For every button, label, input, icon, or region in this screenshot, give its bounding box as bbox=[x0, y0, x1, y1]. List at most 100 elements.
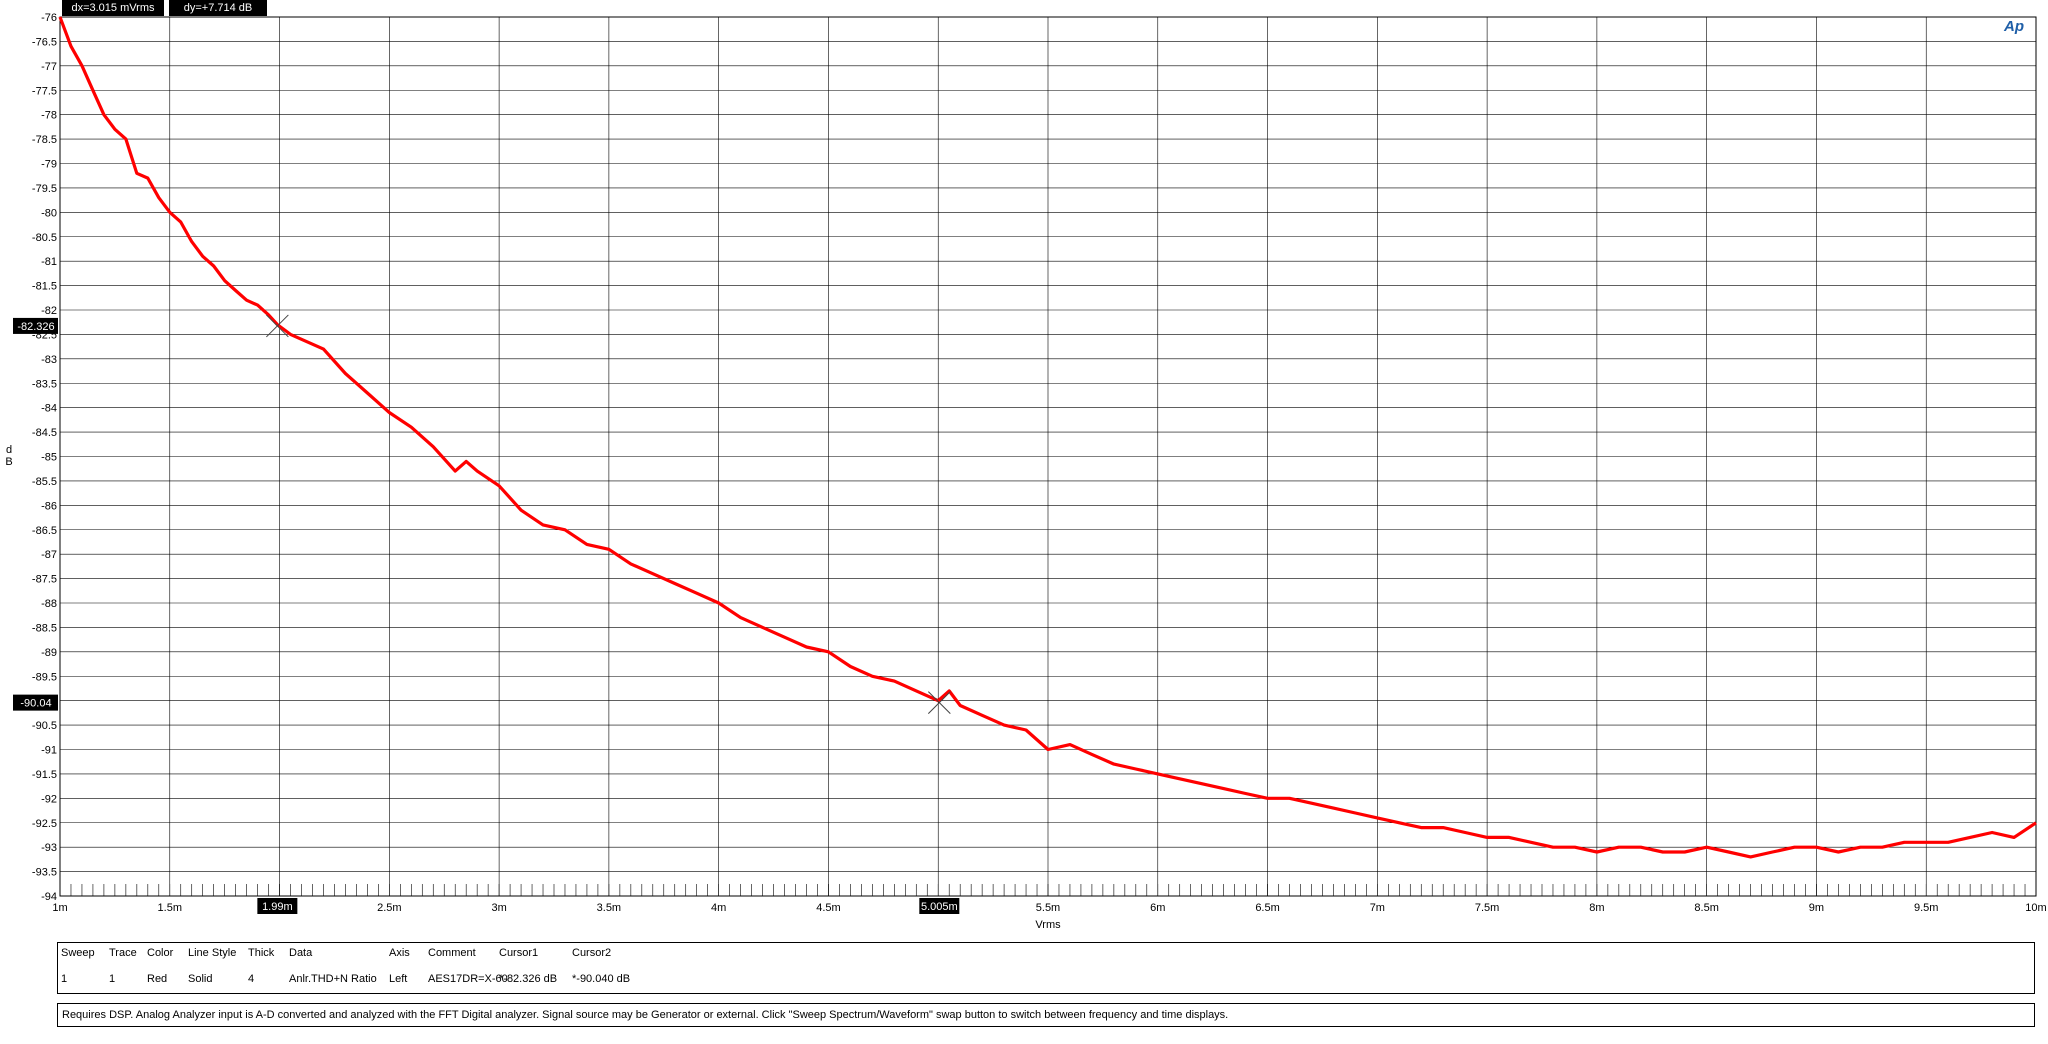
cursor1-y-readout-box bbox=[13, 317, 58, 334]
legend-cell-sweep: 1 bbox=[61, 973, 68, 985]
x-tick-label: 4.5m bbox=[816, 902, 840, 914]
y-tick-label: -85.5 bbox=[32, 476, 57, 488]
y-tick-label: -82 bbox=[41, 305, 57, 317]
y-tick-label: -90.5 bbox=[32, 720, 57, 732]
y-tick-label: -84.5 bbox=[32, 427, 57, 439]
legend-header-line-style: Line Style bbox=[188, 947, 237, 959]
x-tick-label: 1.5m bbox=[158, 902, 182, 914]
legend-cell-line-style: Solid bbox=[188, 973, 213, 985]
legend-cell-comment: AES17DR=X-60 bbox=[428, 973, 508, 985]
cursor1-marker bbox=[266, 314, 289, 338]
y-tick-label: -83.5 bbox=[32, 378, 57, 390]
y-tick-label: -94 bbox=[41, 891, 57, 903]
y-tick-label: -83 bbox=[41, 354, 57, 366]
legend-cell-data: Anlr.THD+N Ratio bbox=[289, 973, 377, 985]
x-tick-label: 6m bbox=[1150, 902, 1165, 914]
y-tick-label: -79.5 bbox=[32, 183, 57, 195]
cursor1-x-readout: 1.99m bbox=[262, 901, 293, 913]
y-tick-label: -77 bbox=[41, 61, 57, 73]
cursor1-x-readout-box bbox=[257, 898, 298, 914]
y-tick-label: -87.5 bbox=[32, 574, 57, 586]
y-tick-label: -87 bbox=[41, 549, 57, 561]
y-tick-label: -86 bbox=[41, 500, 57, 512]
y-tick-label: -91.5 bbox=[32, 769, 57, 781]
y-tick-label: -84 bbox=[41, 403, 57, 415]
cursor2-x-readout-box bbox=[919, 898, 960, 914]
x-tick-label: 2.5m bbox=[377, 902, 401, 914]
note-bar: Requires DSP. Analog Analyzer input is A… bbox=[57, 1003, 2035, 1027]
x-axis-label: Vrms bbox=[1035, 919, 1061, 931]
legend-cell-color: Red bbox=[147, 973, 168, 985]
legend-header-color: Color bbox=[147, 947, 174, 959]
cursor2-x-readout: 5.005m bbox=[921, 901, 958, 913]
legend-header-cursor1: Cursor1 bbox=[499, 947, 539, 959]
ap-logo-icon[interactable]: Ap bbox=[2004, 18, 2024, 35]
plot-frame bbox=[59, 16, 2037, 897]
y-tick-label: -76.5 bbox=[32, 36, 57, 48]
y-tick-label: -93.5 bbox=[32, 867, 57, 879]
y-tick-label: -89.5 bbox=[32, 671, 57, 683]
legend-header-trace: Trace bbox=[109, 947, 137, 959]
dx-readout: dx=3.015 mVrms bbox=[62, 0, 164, 16]
legend-header-thick: Thick bbox=[248, 947, 275, 959]
y-tick-label: -93 bbox=[41, 842, 57, 854]
y-tick-labels: -76 -76.5 -77 -77.5 -78 -78.5 -79 -79.5 -80 -80.5… bbox=[32, 12, 57, 903]
grid-lines bbox=[59, 16, 2037, 897]
series-line bbox=[58, 16, 2037, 859]
y-tick-label: -89 bbox=[41, 647, 57, 659]
x-tick-label: 8.5m bbox=[1694, 902, 1718, 914]
cursor-layer: -82.326 1.99m -90.04 5.005m bbox=[13, 314, 960, 914]
cursor2-y-readout: -90.04 bbox=[20, 698, 51, 710]
x-tick-label: 1m bbox=[52, 902, 67, 914]
x-tick-label: 7m bbox=[1370, 902, 1385, 914]
legend-cell-axis: Left bbox=[389, 973, 408, 985]
cursor1-y-readout: -82.326 bbox=[17, 321, 54, 333]
x-tick-label: 8m bbox=[1589, 902, 1604, 914]
legend-table: Sweep Trace Color Line Style Thick Data … bbox=[57, 942, 2035, 994]
x-tick-label: 6.5m bbox=[1255, 902, 1279, 914]
y-tick-label: -91 bbox=[41, 745, 57, 757]
cursor2-marker bbox=[927, 691, 951, 714]
legend-row[interactable]: 1 1 Red Solid 4 Anlr.THD+N Ratio Left AE… bbox=[58, 969, 2034, 989]
y-tick-label: -92 bbox=[41, 793, 57, 805]
y-tick-label: -79 bbox=[41, 159, 57, 171]
legend-header-sweep: Sweep bbox=[61, 947, 95, 959]
y-tick-label: -86.5 bbox=[32, 525, 57, 537]
cursor2-y-readout-box bbox=[13, 694, 58, 711]
y-tick-label: -78.5 bbox=[32, 134, 57, 146]
y-tick-label: -77.5 bbox=[32, 85, 57, 97]
legend-header-axis: Axis bbox=[389, 947, 410, 959]
y-tick-label: -81 bbox=[41, 256, 57, 268]
y-tick-label: -85 bbox=[41, 452, 57, 464]
y-tick-label: -92.5 bbox=[32, 818, 57, 830]
y-tick-label: -88.5 bbox=[32, 622, 57, 634]
x-tick-label: 3m bbox=[491, 902, 506, 914]
legend-cell-cursor1: *-82.326 dB bbox=[499, 973, 558, 985]
x-tick-label: 3.5m bbox=[597, 902, 621, 914]
x-tick-label: 10m bbox=[2025, 902, 2046, 914]
y-tick-label: -81.5 bbox=[32, 281, 57, 293]
y-tick-label: -80 bbox=[41, 207, 57, 219]
legend-header-comment: Comment bbox=[428, 947, 476, 959]
y-tick-label: -76 bbox=[41, 12, 57, 24]
x-tick-label: 7.5m bbox=[1475, 902, 1499, 914]
minor-tick-marks bbox=[59, 884, 2037, 896]
x-tick-label: 9.5m bbox=[1914, 902, 1938, 914]
legend-cell-thick: 4 bbox=[248, 973, 255, 985]
legend-cell-cursor2: *-90.040 dB bbox=[572, 973, 631, 985]
dy-readout: dy=+7.714 dB bbox=[169, 0, 267, 16]
y-tick-label: -80.5 bbox=[32, 232, 57, 244]
x-tick-label: 4m bbox=[711, 902, 726, 914]
y-tick-label: -88 bbox=[41, 598, 57, 610]
legend-header-row: Sweep Trace Color Line Style Thick Data … bbox=[58, 943, 2034, 963]
series-layer bbox=[58, 16, 2037, 859]
legend-header-data: Data bbox=[289, 947, 313, 959]
x-tick-label: 5.5m bbox=[1036, 902, 1060, 914]
legend-header-cursor2: Cursor2 bbox=[572, 947, 612, 959]
legend-cell-trace: 1 bbox=[109, 973, 116, 985]
x-tick-label: 9m bbox=[1809, 902, 1824, 914]
y-tick-label: -78 bbox=[41, 110, 57, 122]
x-tick-labels: 1m1.5m2m2.5m3m3.5m4m4.5m5m5.5m6m6.5m7m7.… bbox=[52, 902, 2046, 914]
